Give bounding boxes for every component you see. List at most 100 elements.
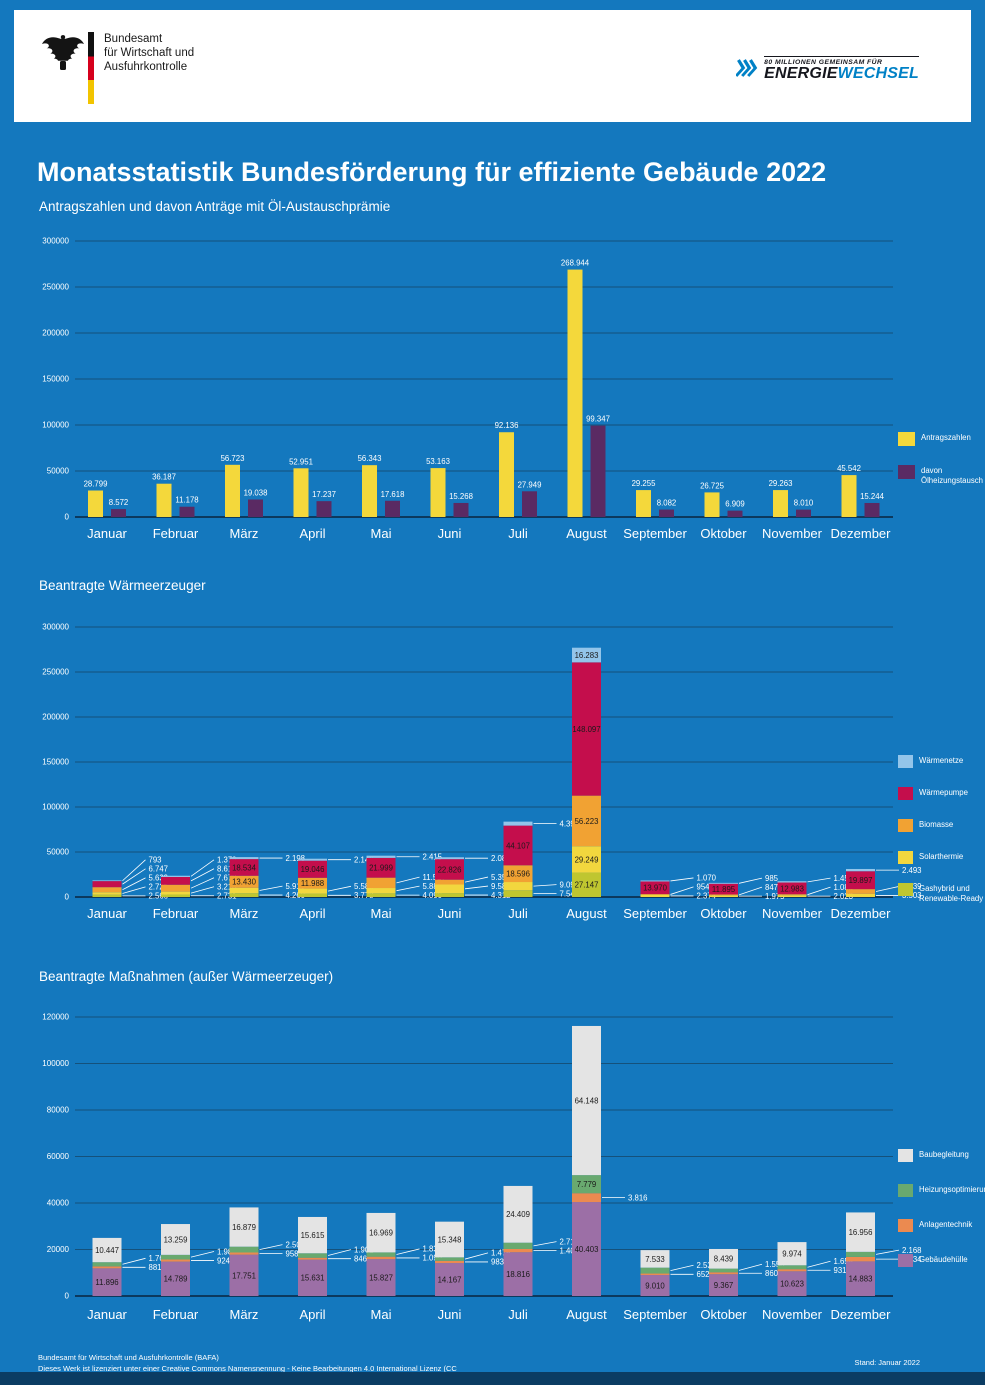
segment-value-label: 3.816 <box>628 1193 648 1202</box>
legend-label: Biomasse <box>919 820 954 829</box>
bar-segment <box>298 1257 327 1260</box>
legend-label: Anlagentechnik <box>919 1220 973 1229</box>
segment-value-label: 10.447 <box>95 1246 119 1255</box>
bar-segment <box>92 1262 122 1267</box>
bar-segment <box>777 1265 807 1270</box>
bafa-logo-text: Bundesamt für Wirtschaft und Ausfuhrkont… <box>104 30 194 74</box>
y-tick-label: 50000 <box>47 848 70 857</box>
bar <box>316 501 332 517</box>
segment-value-label: 13.970 <box>643 884 668 893</box>
month-label: Juni <box>438 1307 462 1322</box>
bar-value-label: 15.268 <box>449 492 473 501</box>
legend-swatch <box>898 851 913 864</box>
segment-value-label: 846 <box>354 1254 367 1263</box>
month-label: Juni <box>438 526 462 541</box>
bar-segment <box>161 1254 190 1260</box>
bar-segment <box>435 879 464 885</box>
segment-value-label: 148.097 <box>572 725 600 734</box>
segment-value-label: 15.827 <box>369 1274 393 1283</box>
bar-segment <box>435 1260 464 1264</box>
bar-segment <box>435 1257 464 1261</box>
bar-segment <box>92 894 122 897</box>
bar-segment <box>503 865 533 883</box>
leader-line <box>327 1249 352 1256</box>
segment-value-label: 10.623 <box>780 1280 804 1289</box>
legend-swatch <box>898 465 915 479</box>
chart-2-title: Beantragte Wärmeerzeuger <box>39 578 206 593</box>
leader-line <box>396 885 420 892</box>
german-flag-bar <box>88 32 94 104</box>
segment-value-label: 2.731 <box>217 892 237 901</box>
bar <box>636 490 651 517</box>
bar-segment <box>229 893 259 897</box>
bar-segment <box>846 1251 875 1257</box>
segment-value-label: 13.259 <box>164 1235 188 1244</box>
segment-value-label: 2.711 <box>560 1237 579 1246</box>
bar-segment <box>846 889 875 894</box>
bar-segment <box>503 1185 533 1243</box>
y-tick-label: 100000 <box>42 803 69 812</box>
y-tick-label: 150000 <box>42 758 69 767</box>
segment-value-label: 18.816 <box>506 1270 530 1279</box>
bar-segment <box>366 855 396 858</box>
bar-segment <box>298 860 327 878</box>
segment-value-label: 16.969 <box>369 1229 393 1238</box>
bafa-eagle-icon <box>42 35 84 70</box>
leader-line <box>396 876 420 884</box>
bar-segment <box>777 1271 807 1296</box>
segment-value-label: 924 <box>217 1256 231 1265</box>
bar-segment <box>298 1216 327 1254</box>
bar-value-label: 53.163 <box>426 457 450 466</box>
segment-value-label: 954 <box>697 883 711 892</box>
segment-value-label: 6.747 <box>149 865 169 874</box>
month-label: März <box>230 1307 259 1322</box>
y-tick-label: 60000 <box>47 1152 70 1161</box>
bar-segment <box>298 1253 327 1258</box>
bar-segment <box>777 881 807 883</box>
bar-segment <box>366 888 396 894</box>
month-label: April <box>299 1307 325 1322</box>
bar-value-label: 92.136 <box>495 421 519 430</box>
header-card: Bundesamt für Wirtschaft und Ausfuhrkont… <box>14 10 971 122</box>
segment-value-label: 3.778 <box>354 891 374 900</box>
bar-segment <box>709 1268 738 1273</box>
month-label: Januar <box>87 526 127 541</box>
bar-segment <box>846 893 875 897</box>
segment-value-label: 985 <box>765 874 779 883</box>
segment-value-label: 1.476 <box>491 1249 511 1258</box>
bar-segment <box>366 893 396 897</box>
segment-value-label: 7.779 <box>577 1180 597 1189</box>
bar-value-label: 29.255 <box>632 479 657 488</box>
legend-swatch <box>898 755 913 768</box>
bar <box>430 468 446 517</box>
segment-value-label: 16.879 <box>232 1223 256 1232</box>
segment-value-label: 5.357 <box>491 873 511 882</box>
bar-segment <box>366 1252 396 1257</box>
segment-value-label: 1.831 <box>423 1245 443 1254</box>
bar-segment <box>709 895 738 897</box>
segment-value-label: 21.999 <box>369 864 393 873</box>
bar-segment <box>161 891 190 895</box>
segment-value-label: 11.527 <box>423 873 446 882</box>
legend-item: Solarthermie <box>898 851 984 864</box>
month-label: August <box>566 526 607 541</box>
segment-value-label: 2.146 <box>354 855 374 864</box>
segment-value-label: 15.348 <box>438 1235 462 1244</box>
leader-line <box>122 859 146 882</box>
bar-segment <box>572 662 601 796</box>
leader-line <box>190 877 215 889</box>
leader-line <box>259 1244 283 1250</box>
segment-value-label: 847 <box>765 883 778 892</box>
segment-value-label: 19.897 <box>849 876 873 885</box>
bar-value-label: 29.263 <box>769 479 793 488</box>
segment-value-label: 27.147 <box>575 881 599 890</box>
segment-value-label: 15.615 <box>301 1231 326 1240</box>
segment-value-label: 1.655 <box>834 1257 854 1266</box>
chart-3-title: Beantragte Maßnahmen (außer Wärmeerzeuge… <box>39 969 334 984</box>
bar-segment <box>503 882 533 891</box>
bar-segment <box>640 1267 670 1274</box>
segment-value-label: 2.374 <box>697 892 717 901</box>
legend-swatch <box>898 1219 913 1232</box>
legend-swatch <box>898 1149 913 1162</box>
segment-value-label: 4.260 <box>286 891 306 900</box>
